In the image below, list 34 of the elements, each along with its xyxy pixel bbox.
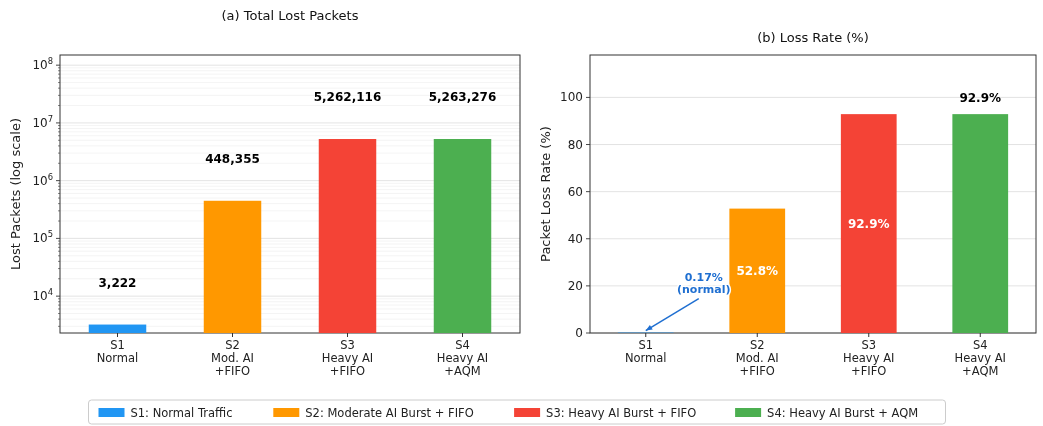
x-tick-label: S1 Normal xyxy=(624,338,667,365)
y-tick-label: 10$^{7}$ xyxy=(32,113,53,130)
x-tick-label: S3 Heavy AI +FIFO xyxy=(843,338,895,378)
y-tick-label: 60 xyxy=(567,184,583,199)
data-label: 5,262,116 xyxy=(313,90,382,105)
x-tick-label: S1 Normal xyxy=(96,338,139,365)
data-label: 92.9% xyxy=(847,216,890,231)
data-label: 5,263,276 xyxy=(428,90,497,105)
y-tick-label: 100 xyxy=(560,90,583,105)
y-tick-label: 80 xyxy=(567,137,583,152)
x-tick-label: S2 Mod. AI +FIFO xyxy=(735,338,779,378)
x-tick-label: S4 Heavy AI +AQM xyxy=(436,338,489,378)
x-tick-label: S3 Heavy AI +FIFO xyxy=(321,338,374,378)
y-tick-label: 10$^{4}$ xyxy=(32,287,53,304)
x-tick-label: S2 Mod. AI +FIFO xyxy=(211,338,254,378)
legend-label: S3: Heavy AI Burst + FIFO xyxy=(546,405,697,420)
legend-label: S4: Heavy AI Burst + AQM xyxy=(767,405,919,420)
data-label: 52.8% xyxy=(736,263,779,278)
x-tick-label: S4 Heavy AI +AQM xyxy=(954,338,1006,378)
data-label: 3,222 xyxy=(98,275,137,290)
chart-title: (b) Loss Rate (%) xyxy=(757,30,869,45)
y-axis-title: Lost Packets (log scale) xyxy=(8,118,23,270)
y-tick-label: 20 xyxy=(567,278,583,293)
y-tick-label: 40 xyxy=(567,231,583,246)
y-tick-label: 10$^{6}$ xyxy=(32,171,53,188)
y-axis-title: Packet Loss Rate (%) xyxy=(538,126,553,262)
y-tick-label: 0 xyxy=(575,326,583,340)
legend-label: S2: Moderate AI Burst + FIFO xyxy=(305,405,474,420)
y-tick-label: 10$^{8}$ xyxy=(32,56,53,73)
data-label: 92.9% xyxy=(959,91,1002,106)
data-label: 448,355 xyxy=(205,151,260,166)
chart-title: (a) Total Lost Packets xyxy=(221,8,359,23)
y-tick-label: 10$^{5}$ xyxy=(32,229,53,246)
legend-label: S1: Normal Traffic xyxy=(130,405,233,420)
